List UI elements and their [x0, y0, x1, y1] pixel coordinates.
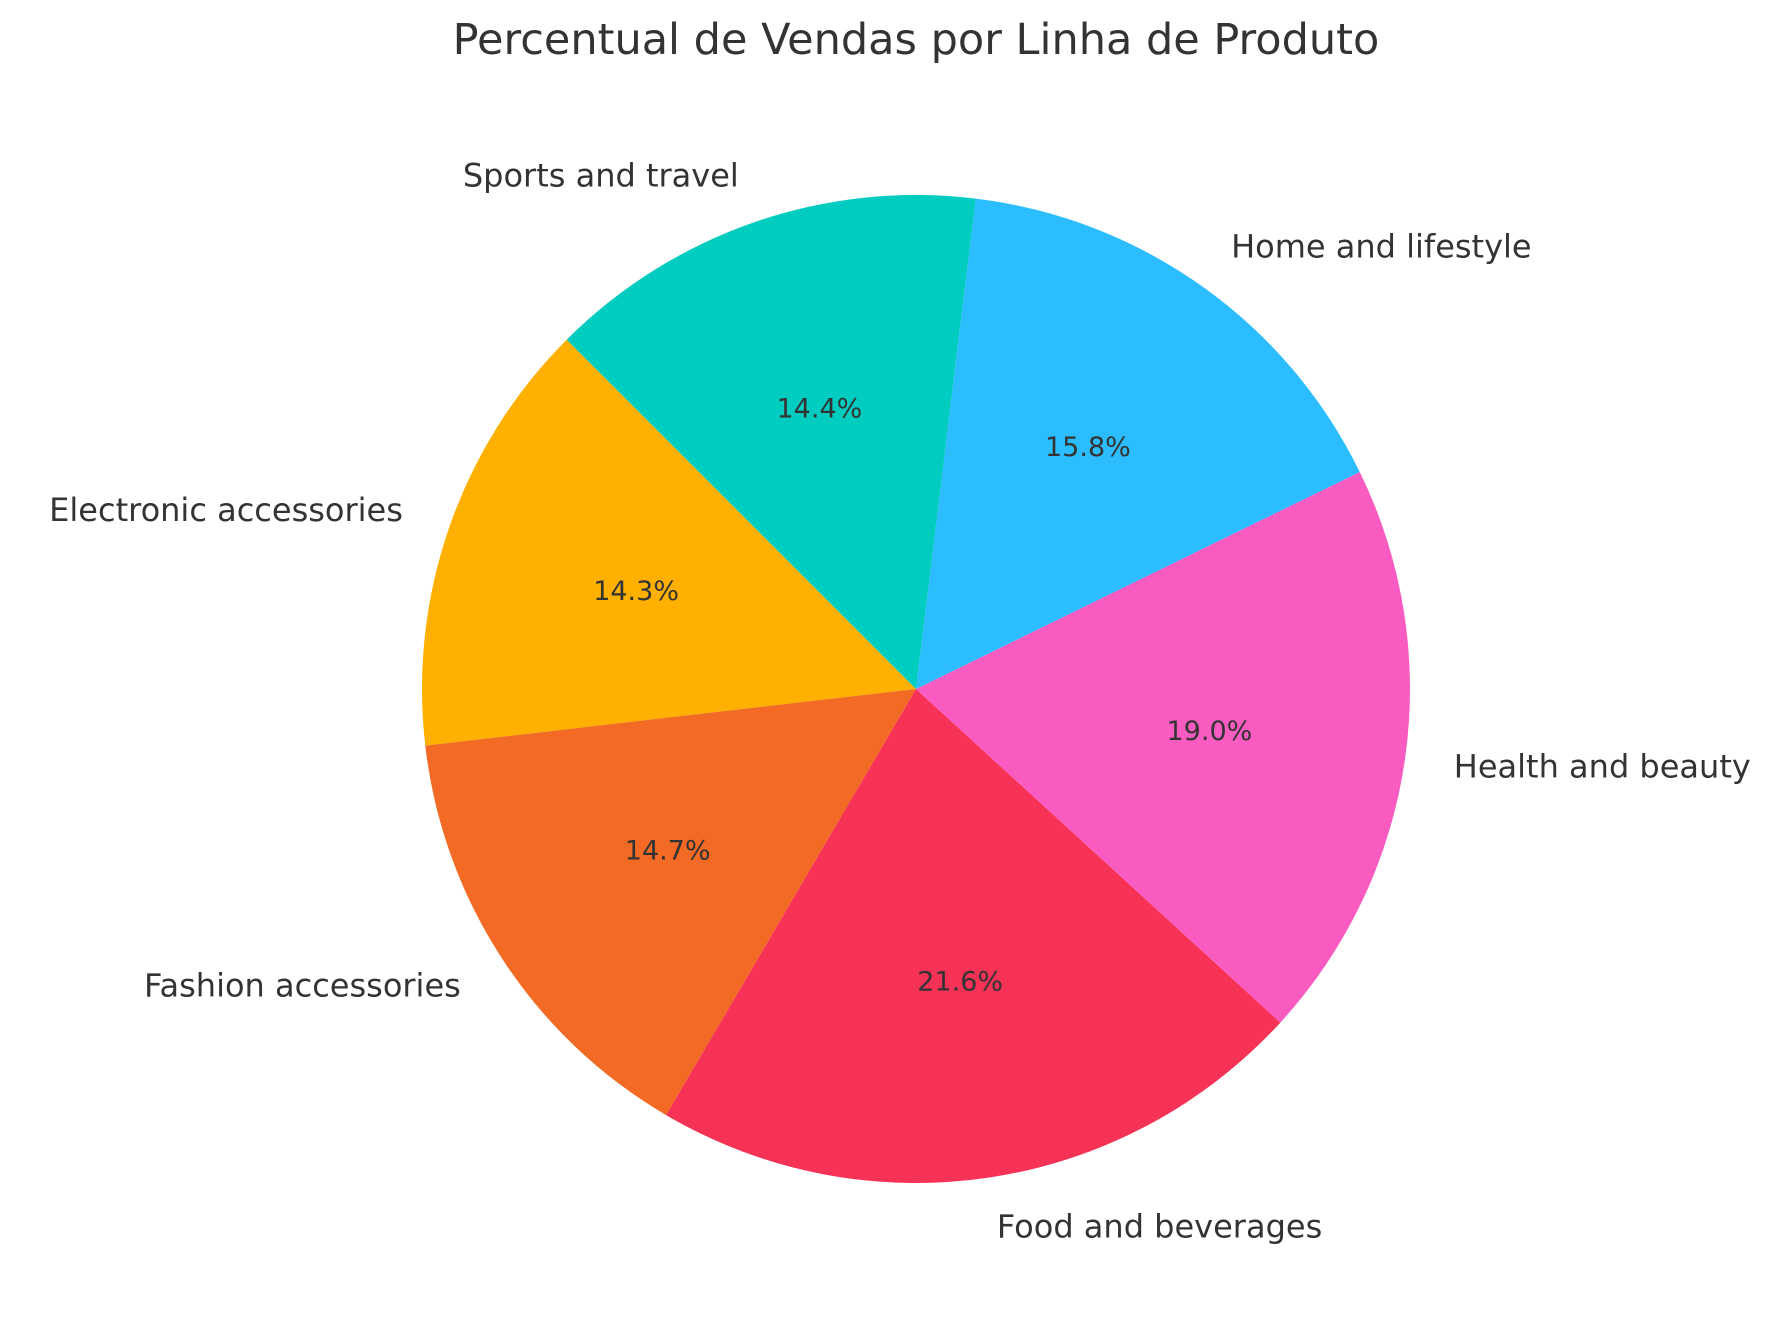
category-label-food-and-beverages: Food and beverages	[997, 1207, 1322, 1245]
pct-label-sports-and-travel: 14.4%	[777, 393, 863, 424]
category-label-fashion-accessories: Fashion accessories	[144, 967, 461, 1005]
pct-label-electronic-accessories: 14.3%	[593, 576, 679, 607]
pie-slice-health-and-beauty	[916, 471, 1411, 1023]
category-label-sports-and-travel: Sports and travel	[463, 156, 739, 194]
category-label-electronic-accessories: Electronic accessories	[49, 491, 403, 529]
pie-slice-sports-and-travel	[566, 194, 976, 689]
pie-slice-electronic-accessories	[422, 339, 916, 746]
category-label-home-and-lifestyle: Home and lifestyle	[1231, 227, 1532, 265]
category-label-health-and-beauty: Health and beauty	[1454, 748, 1751, 786]
chart-title: Percentual de Vendas por Linha de Produt…	[453, 15, 1380, 65]
pie-slice-food-and-beverages	[666, 689, 1281, 1183]
pct-label-health-and-beauty: 19.0%	[1167, 716, 1253, 747]
pie-slice-home-and-lifestyle	[916, 198, 1360, 689]
slice-labels: 14.3% Electronic accessories 14.7% Fashion …	[49, 156, 1751, 1245]
pct-label-fashion-accessories: 14.7%	[625, 835, 711, 866]
pie-slice-fashion-accessories	[425, 689, 916, 1116]
pct-label-food-and-beverages: 21.6%	[917, 967, 1003, 998]
pct-label-home-and-lifestyle: 15.8%	[1045, 432, 1131, 463]
pie-slices	[422, 194, 1411, 1183]
